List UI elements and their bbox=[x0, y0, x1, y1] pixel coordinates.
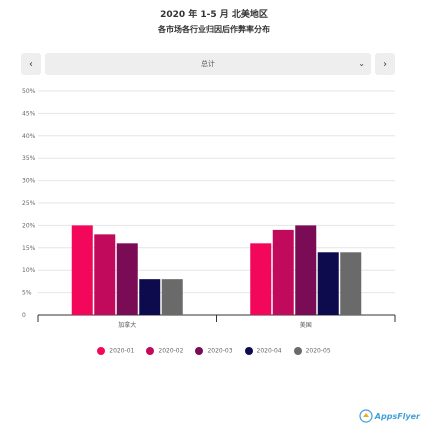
chart-subtitle: 各市场各行业归因后作弊率分布 bbox=[158, 25, 270, 34]
y-tick-label: 15% bbox=[22, 245, 36, 252]
legend-item[interactable]: 2020-04 bbox=[244, 347, 282, 355]
legend-item[interactable]: 2020-01 bbox=[97, 347, 134, 355]
y-tick-label: 40% bbox=[22, 133, 36, 140]
legend-item[interactable]: 2020-05 bbox=[293, 347, 331, 355]
chart-title: 2020 年 1-5 月 北美地区 bbox=[160, 10, 268, 20]
x-tick-label: 美国 bbox=[300, 321, 312, 329]
legend-label: 2020-02 bbox=[158, 347, 184, 355]
chevron-down-icon: ⌄ bbox=[358, 59, 365, 68]
bar-2020-02-0 bbox=[94, 234, 116, 315]
y-tick-label: 50% bbox=[22, 88, 36, 95]
legend-item[interactable]: 2020-02 bbox=[146, 347, 183, 355]
legend-label: 2020-03 bbox=[207, 347, 233, 355]
x-tick-label: 加拿大 bbox=[118, 321, 136, 329]
bar-2020-01-0 bbox=[71, 225, 93, 315]
prev-button[interactable]: ‹ bbox=[21, 53, 41, 75]
chart-legend: 2020-01 2020-02 2020-03 2020-04 2020-05 bbox=[0, 347, 428, 355]
legend-swatch bbox=[293, 347, 302, 355]
category-select[interactable]: 总计 ⌄ bbox=[45, 53, 371, 75]
bar-2020-03-1 bbox=[295, 225, 317, 315]
bar-2020-02-1 bbox=[272, 229, 294, 315]
y-tick-label: 25% bbox=[22, 200, 36, 207]
legend-item[interactable]: 2020-03 bbox=[195, 347, 233, 355]
chevron-right-icon: › bbox=[383, 58, 387, 70]
legend-swatch bbox=[97, 347, 106, 355]
bar-chart: 0 5% 10% 15% 20% 25% 30% 35% 40% 45% 50% 加拿大 美国 bbox=[22, 88, 396, 329]
y-tick-label: 0 bbox=[22, 312, 26, 319]
y-tick-label: 5% bbox=[22, 290, 32, 297]
legend-label: 2020-04 bbox=[256, 347, 282, 355]
y-tick-label: 10% bbox=[22, 267, 36, 274]
chevron-left-icon: ‹ bbox=[29, 58, 33, 70]
bar-2020-04-1 bbox=[317, 252, 339, 315]
bar-2020-05-1 bbox=[340, 252, 362, 315]
category-select-value: 总计 bbox=[201, 60, 215, 68]
y-tick-label: 45% bbox=[22, 110, 36, 117]
chart-title-block: 2020 年 1-5 月 北美地区 各市场各行业归因后作弊率分布 bbox=[0, 8, 428, 37]
bar-2020-03-0 bbox=[116, 243, 138, 315]
legend-swatch bbox=[244, 347, 253, 355]
y-tick-label: 35% bbox=[22, 155, 36, 162]
legend-swatch bbox=[195, 347, 204, 355]
filter-bar: ‹ 总计 ⌄ › bbox=[21, 53, 395, 75]
bar-2020-05-0 bbox=[161, 279, 183, 315]
legend-label: 2020-05 bbox=[305, 347, 331, 355]
y-tick-label: 30% bbox=[22, 178, 36, 185]
y-tick-label: 20% bbox=[22, 222, 36, 229]
bar-2020-04-0 bbox=[139, 279, 161, 315]
appsflyer-logo-icon bbox=[359, 409, 373, 423]
legend-label: 2020-01 bbox=[109, 347, 135, 355]
watermark: AppsFlyer bbox=[359, 408, 420, 424]
legend-swatch bbox=[146, 347, 155, 355]
next-button[interactable]: › bbox=[375, 53, 395, 75]
bar-2020-01-1 bbox=[250, 243, 272, 315]
watermark-text: AppsFlyer bbox=[374, 411, 420, 421]
